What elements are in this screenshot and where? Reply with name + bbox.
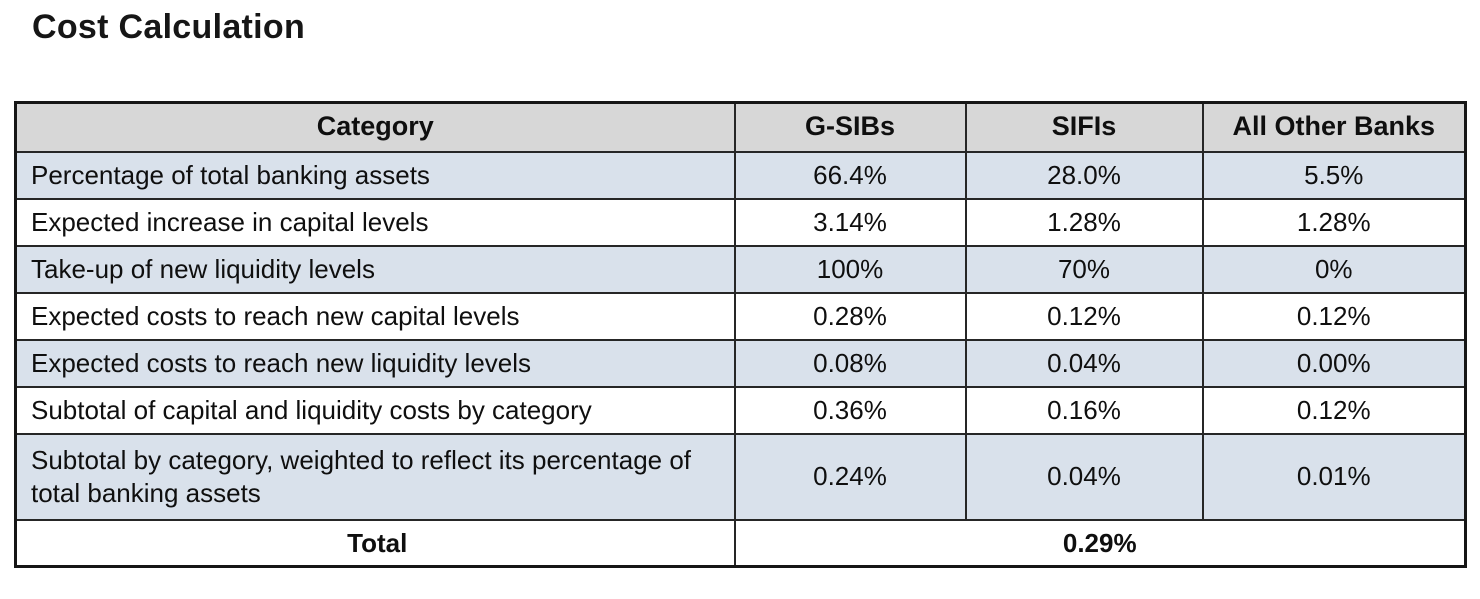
category-cell: Subtotal by category, weighted to reflec… [14, 432, 736, 521]
table-row: Subtotal by category, weighted to reflec… [14, 432, 1467, 521]
table-row: Take-up of new liquidity levels 100% 70%… [14, 244, 1467, 294]
other-banks-cell: 0.01% [1201, 432, 1467, 521]
sifis-cell: 0.04% [964, 432, 1204, 521]
sifis-cell: 70% [964, 244, 1204, 294]
category-cell: Take-up of new liquidity levels [14, 244, 736, 294]
other-banks-cell: 5.5% [1201, 150, 1467, 200]
gsibs-cell: 100% [733, 244, 967, 294]
category-cell: Subtotal of capital and liquidity costs … [14, 385, 736, 435]
table-row: Subtotal of capital and liquidity costs … [14, 385, 1467, 435]
category-cell: Expected increase in capital levels [14, 197, 736, 247]
table-row: Expected costs to reach new liquidity le… [14, 338, 1467, 388]
column-header-all-other-banks: All Other Banks [1201, 101, 1467, 153]
cost-calculation-table: Category G-SIBs SIFIs All Other Banks Pe… [14, 101, 1467, 568]
other-banks-cell: 0.12% [1201, 291, 1467, 341]
gsibs-cell: 0.24% [733, 432, 967, 521]
sifis-cell: 0.04% [964, 338, 1204, 388]
other-banks-cell: 0.00% [1201, 338, 1467, 388]
sifis-cell: 28.0% [964, 150, 1204, 200]
page-title: Cost Calculation [32, 8, 306, 46]
table-row: Expected increase in capital levels 3.14… [14, 197, 1467, 247]
other-banks-cell: 0.12% [1201, 385, 1467, 435]
column-header-sifis: SIFIs [964, 101, 1204, 153]
header-row: Category G-SIBs SIFIs All Other Banks [14, 101, 1467, 153]
column-header-category: Category [14, 101, 736, 153]
category-cell: Expected costs to reach new capital leve… [14, 291, 736, 341]
total-row: Total 0.29% [14, 518, 1467, 568]
sifis-cell: 1.28% [964, 197, 1204, 247]
gsibs-cell: 0.08% [733, 338, 967, 388]
category-cell: Percentage of total banking assets [14, 150, 736, 200]
gsibs-cell: 66.4% [733, 150, 967, 200]
column-header-gsibs: G-SIBs [733, 101, 967, 153]
gsibs-cell: 3.14% [733, 197, 967, 247]
total-value-cell: 0.29% [733, 518, 1467, 568]
category-cell: Expected costs to reach new liquidity le… [14, 338, 736, 388]
other-banks-cell: 1.28% [1201, 197, 1467, 247]
gsibs-cell: 0.36% [733, 385, 967, 435]
sifis-cell: 0.16% [964, 385, 1204, 435]
gsibs-cell: 0.28% [733, 291, 967, 341]
table-row: Percentage of total banking assets 66.4%… [14, 150, 1467, 200]
table-row: Expected costs to reach new capital leve… [14, 291, 1467, 341]
total-label-cell: Total [14, 518, 736, 568]
other-banks-cell: 0% [1201, 244, 1467, 294]
sifis-cell: 0.12% [964, 291, 1204, 341]
